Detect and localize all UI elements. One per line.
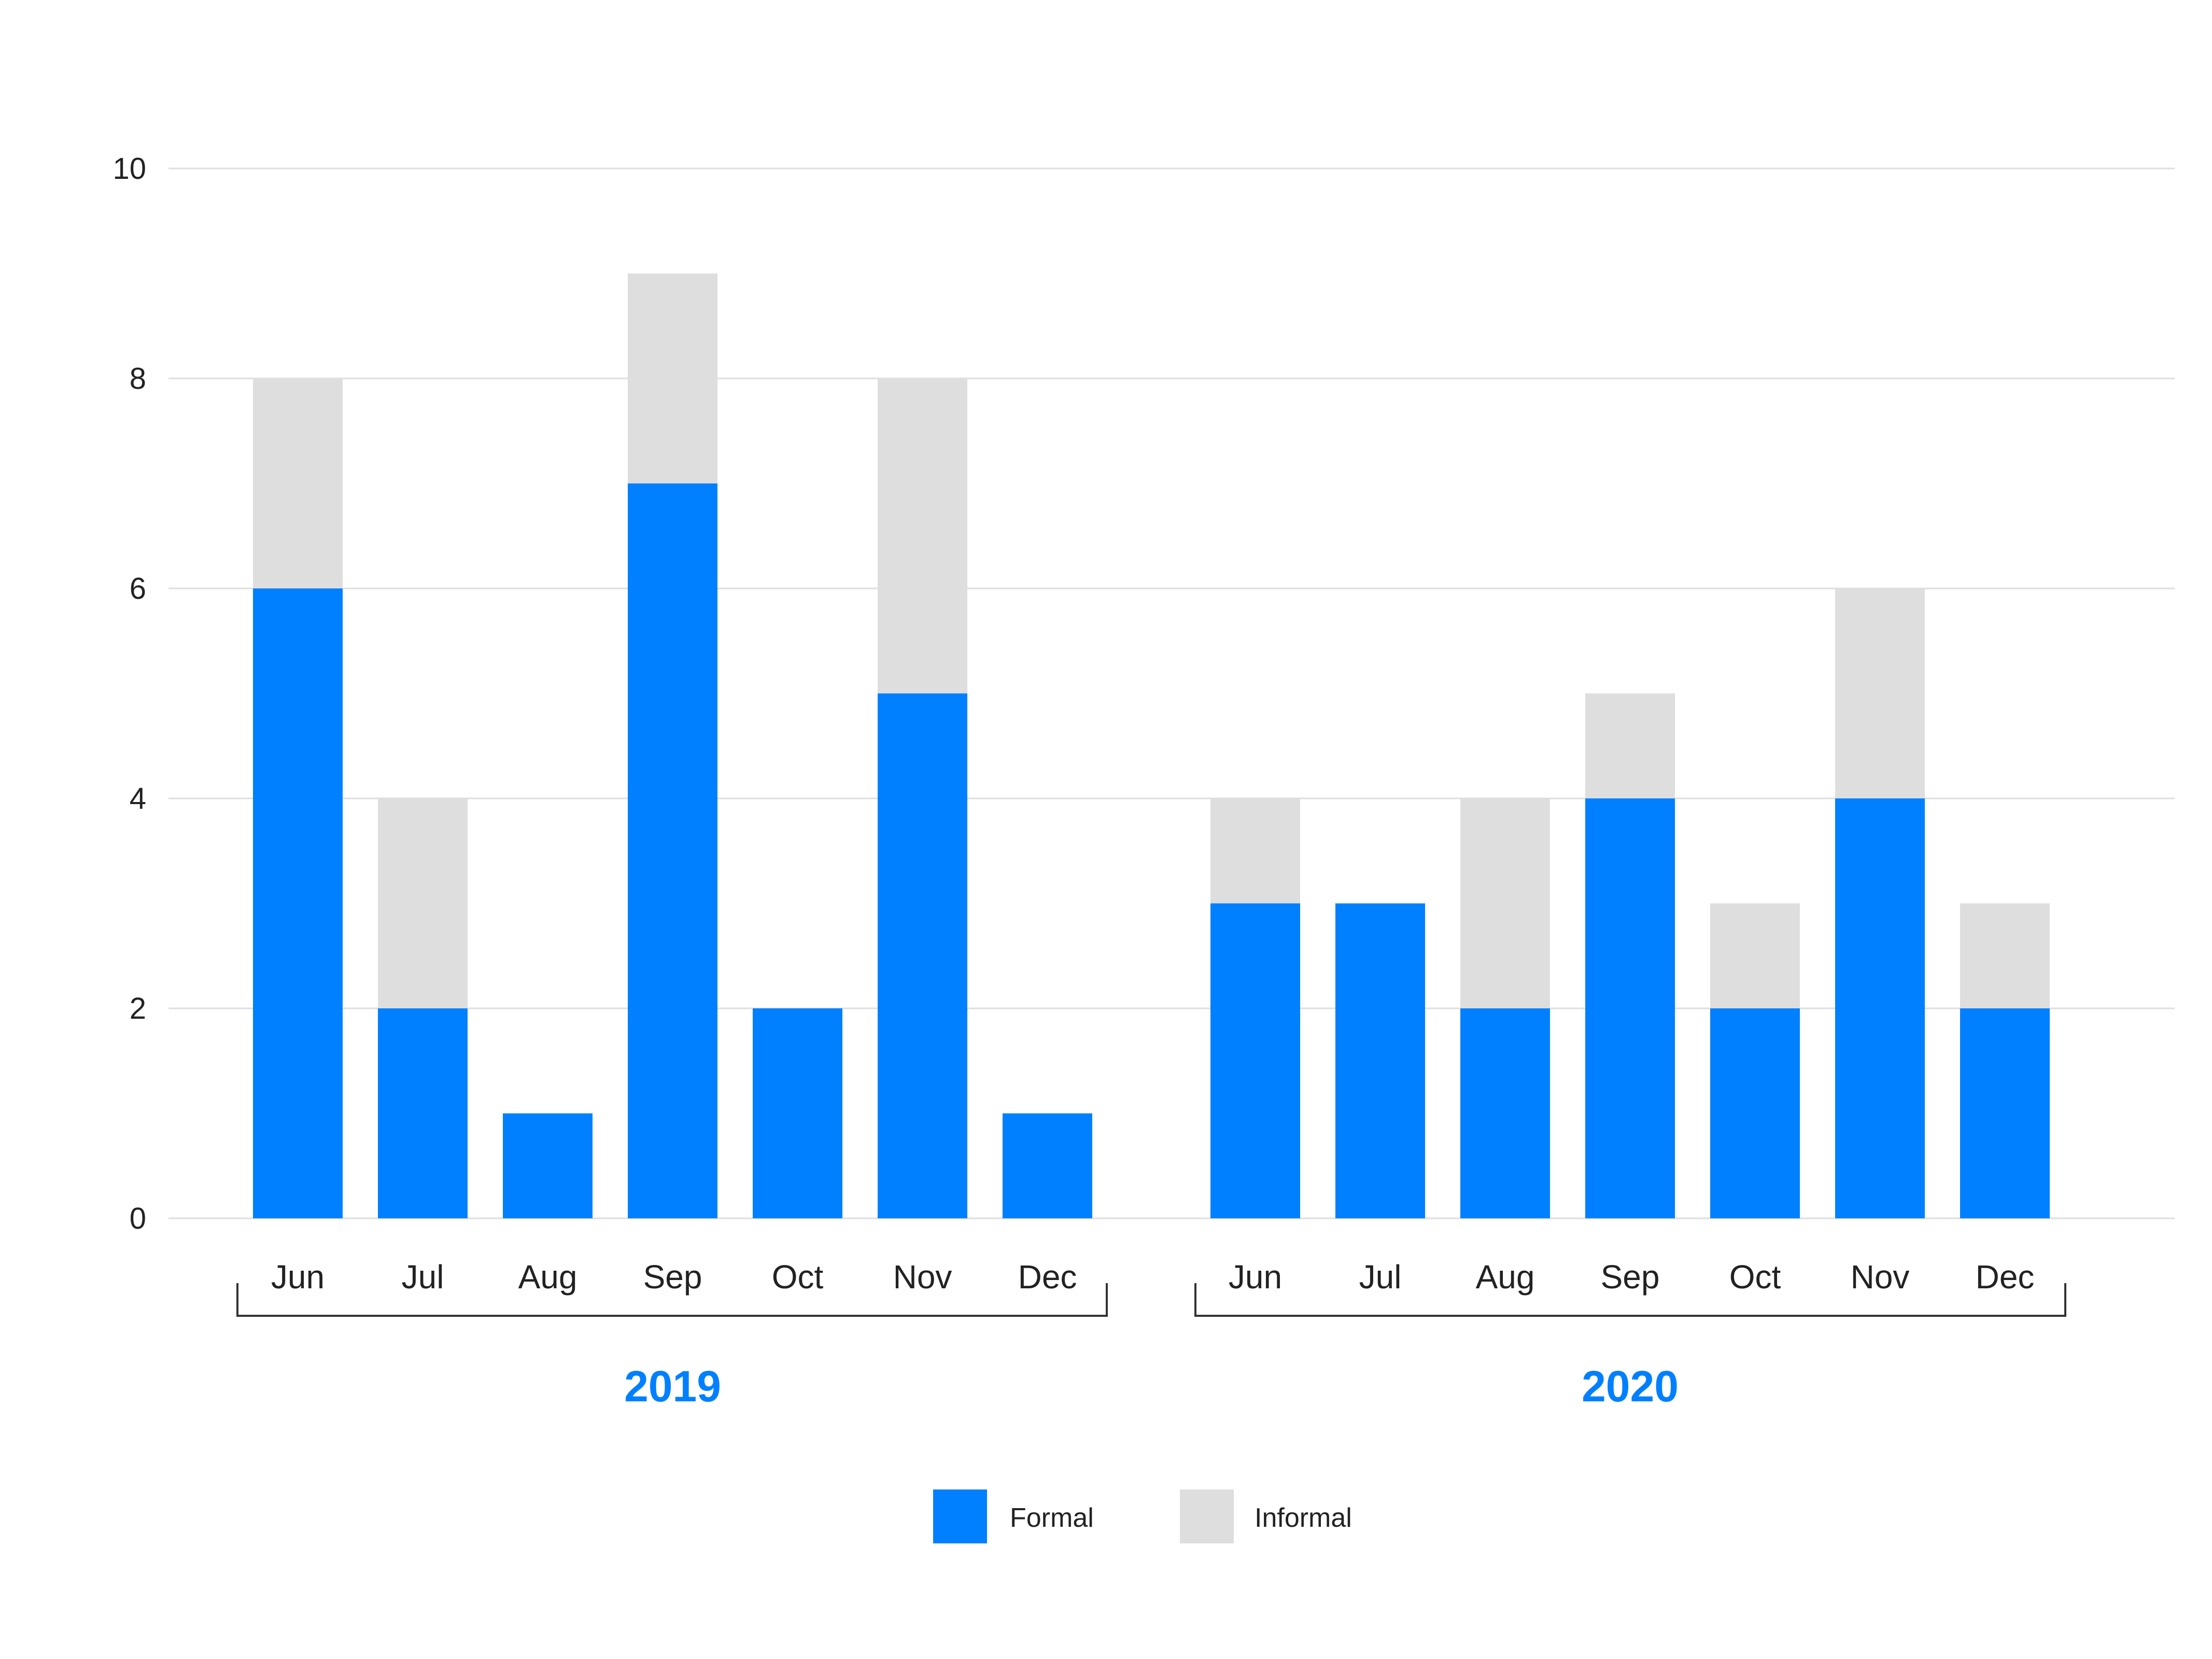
x-label-2019-dec: Dec	[1018, 1258, 1077, 1296]
bar-2019-sep-informal	[628, 273, 717, 484]
bar-2020-jun-formal	[1210, 903, 1300, 1218]
x-axis-category-labels: Jun Jul Aug Sep Oct Nov Dec Jun Jul Aug Sep Oct Nov D…	[271, 1258, 2035, 1296]
bar-2020-dec-formal	[1960, 1008, 2050, 1218]
x-label-2020-jul: Jul	[1359, 1258, 1402, 1296]
bar-2019-jun-formal	[253, 588, 343, 1218]
bar-2020-dec-informal	[1960, 903, 2050, 1008]
bar-2020-sep-formal	[1585, 798, 1675, 1218]
x-label-2020-dec: Dec	[1976, 1258, 2035, 1296]
group-brackets: 2019 2020	[236, 1283, 2066, 1411]
legend-label-informal: Informal	[1255, 1503, 1352, 1533]
bracket-2020	[1194, 1283, 2066, 1317]
bar-2020-jun-informal	[1210, 798, 1300, 904]
y-tick-label-10: 10	[112, 152, 146, 186]
x-label-2019-oct: Oct	[772, 1258, 824, 1296]
x-label-2020-sep: Sep	[1601, 1258, 1660, 1296]
bar-2019-oct-formal	[753, 1008, 842, 1218]
y-tick-label-0: 0	[130, 1202, 146, 1235]
bar-2020-sep-informal	[1585, 693, 1675, 798]
bar-2019-nov-formal	[878, 693, 967, 1218]
bar-2019-jul-formal	[378, 1008, 468, 1218]
y-tick-label-8: 8	[130, 362, 146, 396]
bar-2019-jul-informal	[378, 798, 468, 1008]
x-label-2020-aug: Aug	[1476, 1258, 1535, 1296]
x-label-2020-jun: Jun	[1229, 1258, 1282, 1296]
group-label-2019: 2019	[624, 1362, 721, 1411]
bar-2019-sep-formal	[628, 483, 717, 1218]
bar-2020-nov-informal	[1835, 588, 1925, 798]
legend-swatch-formal	[933, 1489, 987, 1543]
legend: Formal Informal	[933, 1489, 1352, 1543]
x-label-2019-jul: Jul	[402, 1258, 444, 1296]
legend-label-formal: Formal	[1010, 1503, 1094, 1533]
x-label-2019-nov: Nov	[893, 1258, 952, 1296]
bars	[253, 273, 2050, 1218]
y-tick-label-6: 6	[130, 572, 146, 606]
y-axis-tick-labels: 0 2 4 6 8 10	[112, 152, 146, 1235]
bar-2020-oct-informal	[1710, 903, 1800, 1008]
bracket-2019	[236, 1283, 1108, 1317]
x-label-2020-oct: Oct	[1729, 1258, 1781, 1296]
bar-2020-oct-formal	[1710, 1008, 1800, 1218]
y-tick-label-4: 4	[130, 782, 146, 816]
x-label-2019-jun: Jun	[271, 1258, 325, 1296]
bar-2020-nov-formal	[1835, 798, 1925, 1218]
legend-swatch-informal	[1180, 1489, 1234, 1543]
x-label-2019-aug: Aug	[518, 1258, 577, 1296]
y-tick-label-2: 2	[130, 992, 146, 1025]
bar-2019-nov-informal	[878, 378, 967, 694]
x-label-2019-sep: Sep	[643, 1258, 702, 1296]
x-label-2020-nov: Nov	[1851, 1258, 1910, 1296]
bar-2020-aug-informal	[1460, 798, 1550, 1008]
bar-2019-dec-formal	[1003, 1113, 1092, 1218]
bar-2020-jul-formal	[1335, 903, 1425, 1218]
bar-2020-aug-formal	[1460, 1008, 1550, 1218]
bar-2019-jun-informal	[253, 378, 343, 588]
group-label-2020: 2020	[1582, 1362, 1679, 1411]
bar-2019-aug-formal	[503, 1113, 593, 1218]
